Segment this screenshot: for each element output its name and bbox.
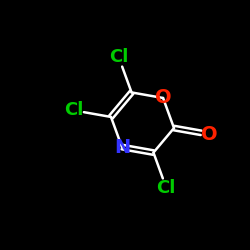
Text: Cl: Cl <box>156 179 176 197</box>
Text: O: O <box>202 125 218 144</box>
Text: Cl: Cl <box>109 48 128 66</box>
Text: O: O <box>155 88 172 108</box>
Text: Cl: Cl <box>64 102 84 119</box>
Text: N: N <box>114 138 130 156</box>
